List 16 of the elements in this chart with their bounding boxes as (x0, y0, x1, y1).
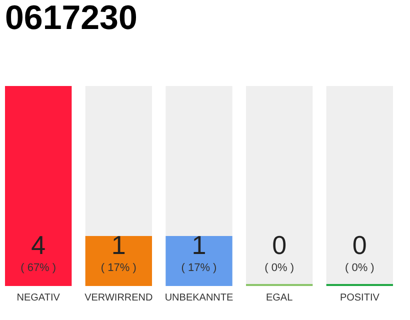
annotation: ( 17% ) (100, 262, 136, 274)
x-tick-label: NEGATIV (16, 292, 60, 304)
data-label: 1 (111, 230, 126, 260)
x-tick-label: POSITIV (340, 292, 380, 304)
data-label: 1 (192, 230, 206, 260)
chart-title: 0617230 (5, 0, 138, 37)
annotation: ( 0% ) (344, 262, 374, 274)
x-tick-label: VERWIRREND (84, 292, 153, 304)
x-tick-label: EGAL (266, 292, 294, 304)
annotation: ( 17% ) (181, 262, 217, 274)
data-label: 4 (31, 230, 46, 260)
data-label: 0 (352, 230, 367, 260)
annotation: ( 0% ) (264, 262, 294, 274)
data-label: 0 (272, 230, 287, 260)
x-tick-label: UNBEKANNTE (164, 292, 234, 304)
annotation: ( 67% ) (20, 262, 56, 274)
